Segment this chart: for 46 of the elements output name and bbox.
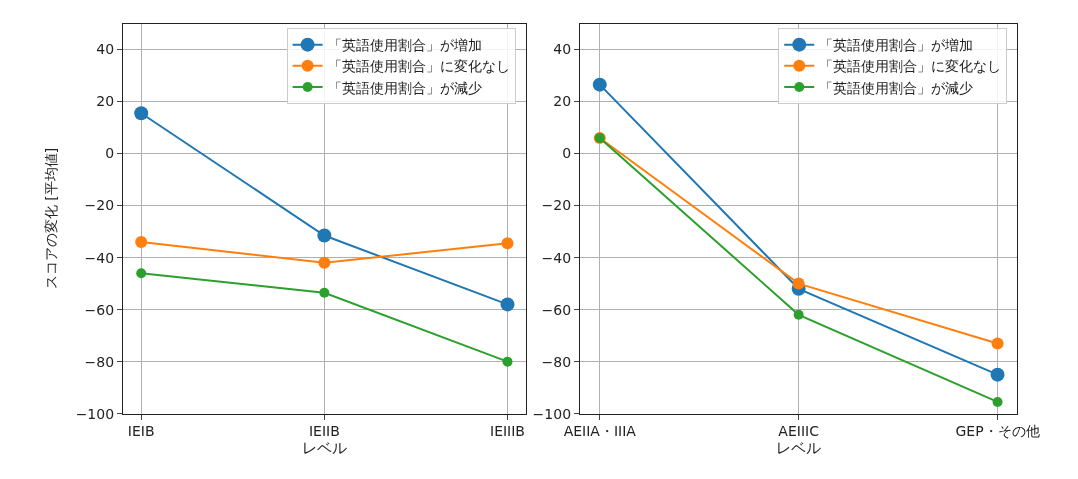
- y-tick-label: 20: [553, 93, 572, 110]
- point: [792, 277, 805, 290]
- y-tick-label: −60: [84, 301, 115, 318]
- point: [317, 228, 332, 243]
- legend-label: 「英語使用割合」に変化なし: [819, 58, 1002, 75]
- point: [500, 297, 515, 312]
- x-tick-label: IEIIIB: [490, 423, 525, 440]
- point: [318, 256, 331, 269]
- point: [991, 337, 1004, 350]
- point: [592, 77, 607, 92]
- y-tick-label: −40: [541, 249, 572, 266]
- point: [990, 367, 1005, 382]
- y-tick-label: −20: [84, 197, 115, 214]
- y-tick-label: 0: [562, 145, 572, 162]
- y-tick-label: −100: [75, 405, 115, 422]
- x-axis-title: レベル: [776, 439, 822, 458]
- x-tick-label: AEIIIC: [778, 423, 820, 440]
- y-tick-label: −80: [84, 353, 115, 370]
- point: [135, 235, 148, 248]
- point: [134, 106, 149, 121]
- y-tick-label: −40: [84, 249, 115, 266]
- legend-label: 「英語使用割合」が増加: [819, 37, 974, 54]
- y-tick-label: −20: [541, 197, 572, 214]
- y-tick-label: 40: [96, 41, 115, 58]
- point: [793, 309, 804, 320]
- y-tick-label: −60: [541, 301, 572, 318]
- y-tick-label: −80: [541, 353, 572, 370]
- x-tick-label: GEP・その他: [955, 423, 1040, 440]
- y-tick-label: 20: [96, 93, 115, 110]
- x-tick-label: AEIIA・IIIA: [563, 423, 637, 440]
- point: [992, 396, 1003, 407]
- point: [319, 287, 330, 298]
- x-axis-title: レベル: [301, 439, 347, 458]
- legend-label: 「英語使用割合」が増加: [327, 37, 482, 54]
- point: [502, 356, 513, 367]
- x-tick-label: IEIIB: [308, 423, 340, 440]
- y-tick-label: −100: [532, 405, 572, 422]
- legend-label: 「英語使用割合」に変化なし: [327, 58, 510, 75]
- point: [136, 268, 147, 279]
- legend-label: 「英語使用割合」が減少: [819, 79, 974, 96]
- legend-label: 「英語使用割合」が減少: [327, 79, 482, 96]
- point: [501, 237, 514, 250]
- x-tick-label: IEIB: [127, 423, 155, 440]
- y-axis-title: スコアの変化 [平均値]: [43, 147, 60, 290]
- y-tick-label: 40: [553, 41, 572, 58]
- y-tick-label: 0: [105, 145, 115, 162]
